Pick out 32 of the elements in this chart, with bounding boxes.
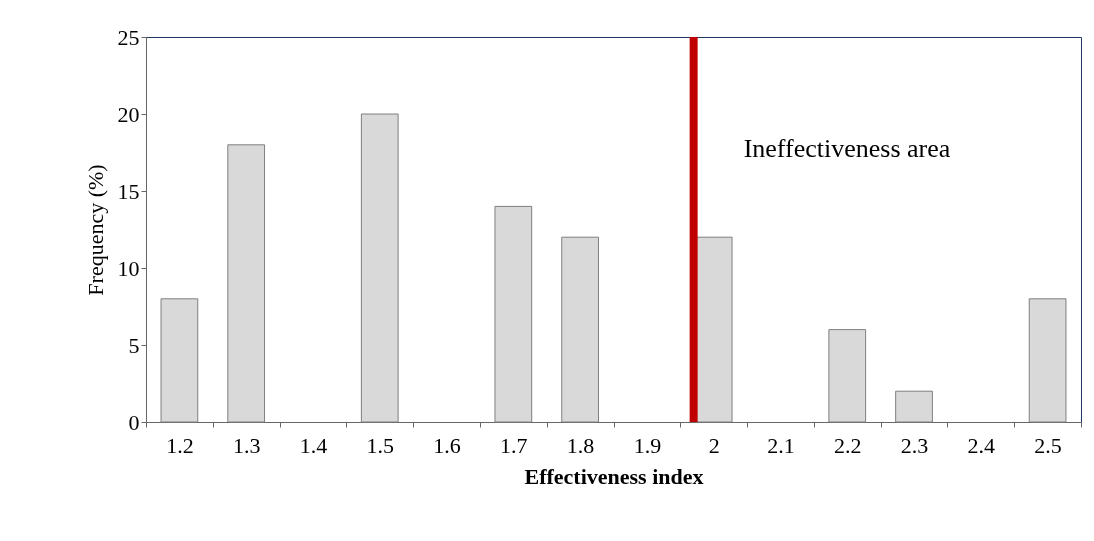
bar (828, 329, 867, 423)
y-axis-title: Frequency (%) (82, 164, 108, 296)
y-tick-label: 25 (117, 24, 140, 50)
bar (160, 298, 199, 423)
x-tick-label: 2.1 (767, 432, 795, 458)
x-tick-label: 2.5 (1034, 432, 1062, 458)
x-tick-label: 2.3 (900, 432, 929, 458)
x-tick-label: 1.2 (166, 432, 194, 458)
x-tick-label: 2.4 (967, 432, 996, 458)
x-tick-label: 1.8 (566, 432, 595, 458)
bar (694, 236, 733, 423)
x-tick-label: 1.5 (366, 432, 394, 458)
x-tick-label: 1.9 (633, 432, 662, 458)
x-tick-label: 1.4 (299, 432, 328, 458)
y-tick-label: 20 (117, 101, 140, 127)
bar (494, 205, 533, 423)
y-tick-label: 0 (128, 409, 140, 435)
x-tick-label: 1.7 (500, 432, 528, 458)
x-tick-label: 1.3 (232, 432, 261, 458)
y-tick-label: 10 (117, 255, 140, 281)
bar (561, 236, 599, 423)
x-tick-label: 2.2 (834, 432, 862, 458)
x-tick-label: 2 (708, 432, 720, 458)
x-axis-title: Effectiveness index (524, 463, 704, 489)
y-tick-label: 15 (117, 178, 140, 204)
bar (227, 144, 266, 423)
bar (1028, 298, 1067, 423)
ref-line-label: Ineffectiveness area (743, 134, 951, 163)
y-tick-label: 5 (128, 332, 140, 358)
bar (895, 390, 933, 423)
bar (360, 113, 399, 423)
x-tick-label: 1.6 (433, 432, 461, 458)
